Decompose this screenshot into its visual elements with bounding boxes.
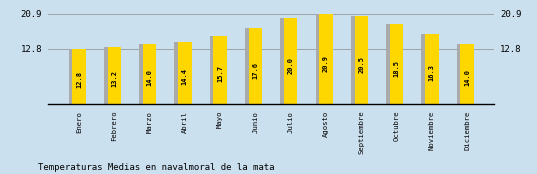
Text: 14.4: 14.4: [182, 68, 188, 85]
Text: 18.5: 18.5: [394, 60, 400, 77]
Bar: [213, 36, 227, 104]
Bar: [280, 18, 286, 104]
Text: 13.2: 13.2: [111, 70, 117, 87]
Bar: [284, 18, 297, 104]
Bar: [175, 42, 180, 104]
Bar: [460, 44, 474, 104]
Bar: [72, 49, 86, 104]
Bar: [178, 42, 192, 104]
Bar: [143, 44, 156, 104]
Bar: [316, 14, 321, 104]
Text: Temperaturas Medias en navalmoral de la mata: Temperaturas Medias en navalmoral de la …: [38, 163, 274, 172]
Bar: [249, 28, 262, 104]
Text: 20.0: 20.0: [288, 57, 294, 74]
Text: 14.0: 14.0: [147, 69, 153, 86]
Bar: [422, 34, 427, 104]
Bar: [425, 34, 439, 104]
Bar: [354, 16, 368, 104]
Bar: [351, 16, 356, 104]
Bar: [107, 47, 121, 104]
Bar: [69, 49, 74, 104]
Bar: [456, 44, 462, 104]
Text: 20.5: 20.5: [358, 56, 364, 73]
Bar: [104, 47, 109, 104]
Text: 15.7: 15.7: [217, 65, 223, 82]
Bar: [210, 36, 215, 104]
Bar: [390, 24, 403, 104]
Bar: [245, 28, 250, 104]
Text: 17.6: 17.6: [252, 62, 258, 79]
Text: 20.9: 20.9: [323, 55, 329, 72]
Bar: [139, 44, 144, 104]
Bar: [320, 14, 332, 104]
Text: 16.3: 16.3: [429, 64, 435, 81]
Bar: [386, 24, 391, 104]
Text: 14.0: 14.0: [464, 69, 470, 86]
Text: 12.8: 12.8: [76, 71, 82, 88]
